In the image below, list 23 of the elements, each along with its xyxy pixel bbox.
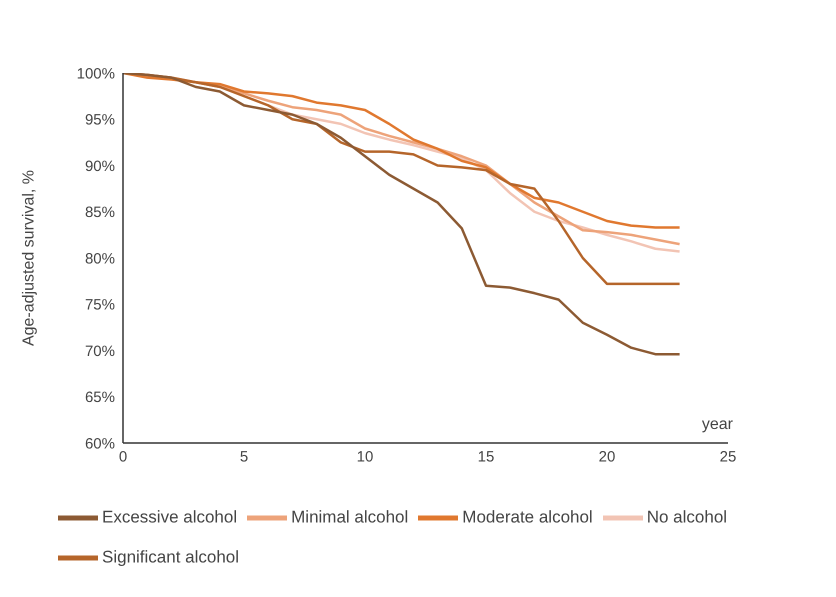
y-tick-label: 70% — [84, 342, 115, 360]
y-tick-label: 95% — [84, 112, 115, 129]
y-tick-label: 80% — [84, 250, 115, 268]
y-tick-label: 75% — [84, 296, 115, 314]
y-tick-label: 85% — [84, 204, 115, 222]
x-tick-label: 0 — [118, 448, 128, 466]
y-tick-label: 90% — [84, 158, 115, 175]
legend-label: Minimal alcohol — [291, 507, 408, 526]
x-tick-label: 20 — [598, 448, 616, 466]
legend-label: Excessive alcohol — [102, 507, 238, 526]
y-tick-label: 100% — [76, 65, 115, 82]
x-tick-label: 10 — [356, 448, 374, 466]
line-series — [123, 73, 681, 356]
legend-label: No alcohol — [646, 507, 728, 526]
x-tick-label: 15 — [478, 448, 494, 466]
x-tick-label: 25 — [720, 448, 736, 466]
x-tick-label: 5 — [240, 448, 248, 466]
y-tick-label: 60% — [84, 435, 115, 452]
y-axis-title: Age-adjusted survival, % — [20, 170, 38, 346]
legend-label: Moderate alcohol — [462, 507, 593, 526]
legend-label: Significant alcohol — [102, 547, 240, 566]
x-axis-title: year — [702, 416, 734, 433]
y-tick-label: 65% — [84, 389, 115, 406]
